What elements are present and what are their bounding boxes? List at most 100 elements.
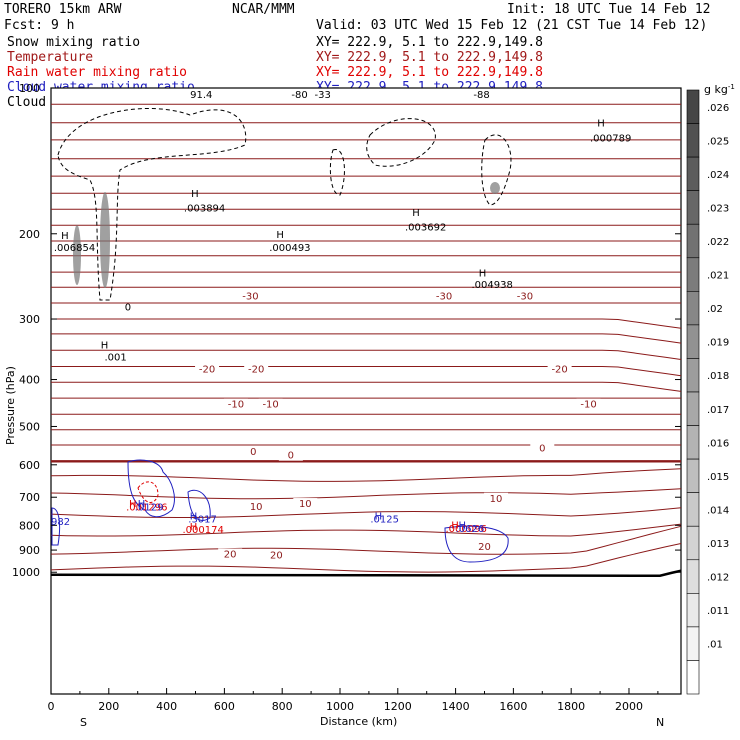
max-marker: H bbox=[375, 511, 383, 522]
temperature-label: 10 bbox=[299, 499, 312, 510]
max-value: .006854 bbox=[54, 243, 95, 254]
isotherm bbox=[50, 507, 682, 518]
label-knockout bbox=[244, 500, 269, 512]
max-value: .0626 bbox=[456, 524, 485, 535]
colorbar-swatch bbox=[686, 525, 700, 561]
colorbar-swatch bbox=[686, 223, 700, 259]
colorbar-swatch bbox=[686, 559, 700, 594]
x-axis-title: Distance (km) bbox=[320, 715, 397, 728]
colorbar-swatch bbox=[686, 425, 700, 460]
x-tick-label: 1200 bbox=[384, 700, 412, 713]
colorbar-label: .011 bbox=[707, 606, 729, 617]
label-knockout bbox=[195, 363, 220, 375]
colorbar-unit: g kg-1 bbox=[704, 83, 735, 96]
label-knockout bbox=[223, 398, 248, 410]
label-knockout bbox=[278, 449, 303, 461]
max-marker: H bbox=[458, 520, 466, 531]
label-knockout bbox=[244, 363, 269, 375]
max-marker: H bbox=[451, 520, 459, 531]
temperature-contours bbox=[50, 103, 682, 573]
snow-contour-label: 0 bbox=[125, 302, 131, 313]
colorbar-label: .021 bbox=[707, 271, 729, 282]
x-tick-label: 0 bbox=[48, 700, 55, 713]
colorbar-label: .018 bbox=[707, 371, 729, 382]
temperature-label: -10 bbox=[262, 400, 278, 411]
y-tick-label: 600 bbox=[19, 459, 40, 472]
x-tick-label: 1800 bbox=[557, 700, 585, 713]
mixing-ratio-contour bbox=[444, 525, 509, 563]
temperature-label: 0 bbox=[288, 451, 294, 462]
isotherm bbox=[51, 349, 682, 360]
x-tick-label: 1600 bbox=[499, 700, 527, 713]
mixing-ratio-contour bbox=[366, 118, 436, 167]
label-knockout bbox=[547, 363, 572, 375]
max-marker: H bbox=[191, 189, 199, 200]
colorbar-swatch bbox=[686, 458, 700, 493]
legend-xy: XY= 222.9, 5.1 to 222.9,149.8 bbox=[316, 35, 543, 50]
legend-label: Snow mixing ratio bbox=[7, 35, 140, 50]
snow-shading bbox=[73, 225, 81, 285]
colorbar-label: .026 bbox=[707, 103, 729, 114]
max-value: .004938 bbox=[471, 280, 512, 291]
colorbar-label: .024 bbox=[707, 170, 729, 181]
x-tick-label: 1000 bbox=[326, 700, 354, 713]
temperature-label: -20 bbox=[248, 364, 264, 375]
colorbar-swatch bbox=[686, 358, 700, 393]
label-knockout bbox=[530, 442, 555, 454]
x-tick-label: 400 bbox=[156, 700, 177, 713]
temperature-label: 0 bbox=[250, 447, 256, 458]
colorbar-label: .016 bbox=[707, 438, 729, 449]
temperature-contour-labels: -30 -30 -30 -20 -20 -20 -10 -10 -10 0 0 0 10 10 10 20 20… bbox=[125, 90, 601, 561]
isotherm bbox=[50, 525, 682, 555]
y-axis-title: Pressure (hPa) bbox=[4, 366, 17, 445]
max-marker: H bbox=[61, 231, 69, 242]
max-marker: H bbox=[412, 208, 420, 219]
max-value: .003692 bbox=[405, 223, 446, 234]
temperature-label: -20 bbox=[551, 364, 567, 375]
temperature-label: 10 bbox=[250, 502, 263, 513]
label-knockout bbox=[218, 548, 243, 560]
maximum-labels: H.006854H.003894H.000493H.003692H.004938… bbox=[51, 118, 631, 535]
max-marker: H bbox=[190, 522, 198, 533]
label-knockout bbox=[238, 290, 263, 302]
y-tick-label: 100 bbox=[19, 82, 40, 95]
temperature-label: -10 bbox=[580, 400, 596, 411]
colorbar-swatch bbox=[686, 324, 700, 359]
legend-label: Rain water mixing ratio bbox=[7, 65, 187, 80]
top-value-label: -80 bbox=[291, 90, 307, 101]
max-marker: H bbox=[597, 118, 605, 129]
forecast-hour: Fcst: 9 h bbox=[4, 18, 74, 33]
colorbar-swatch bbox=[686, 156, 700, 191]
label-knockout bbox=[576, 398, 601, 410]
colorbar-label: .025 bbox=[707, 136, 729, 147]
x-tick-label: 600 bbox=[214, 700, 235, 713]
mixing-ratio-contour bbox=[51, 507, 61, 546]
temperature-label: 20 bbox=[478, 542, 491, 553]
isotherm bbox=[51, 318, 682, 329]
y-tick-label: 900 bbox=[19, 544, 40, 557]
max-marker: H bbox=[190, 511, 198, 522]
temperature-label: 10 bbox=[490, 494, 503, 505]
max-value: .0125 bbox=[370, 515, 399, 526]
mixing-ratio-contour bbox=[329, 149, 345, 196]
label-knockout bbox=[241, 446, 266, 458]
y-tick-label: 400 bbox=[19, 374, 40, 387]
colorbar-swatch bbox=[686, 626, 700, 661]
temperature-label: -20 bbox=[199, 364, 215, 375]
top-value-label: -88 bbox=[473, 90, 489, 101]
x-tick-label: 2000 bbox=[615, 700, 643, 713]
label-knockout bbox=[432, 290, 457, 302]
colorbar-label: .013 bbox=[707, 539, 729, 550]
max-marker: H bbox=[101, 340, 109, 351]
isotherm bbox=[50, 488, 682, 500]
y-tick-label: 200 bbox=[19, 228, 40, 241]
colorbar-swatch bbox=[686, 391, 700, 426]
temperature-label: 20 bbox=[270, 550, 283, 561]
label-knockout bbox=[258, 398, 283, 410]
temperature-label: -30 bbox=[242, 291, 258, 302]
y-tick-label: 700 bbox=[19, 491, 40, 504]
mixing-ratio-contour bbox=[187, 489, 211, 521]
isotherm bbox=[51, 366, 682, 377]
